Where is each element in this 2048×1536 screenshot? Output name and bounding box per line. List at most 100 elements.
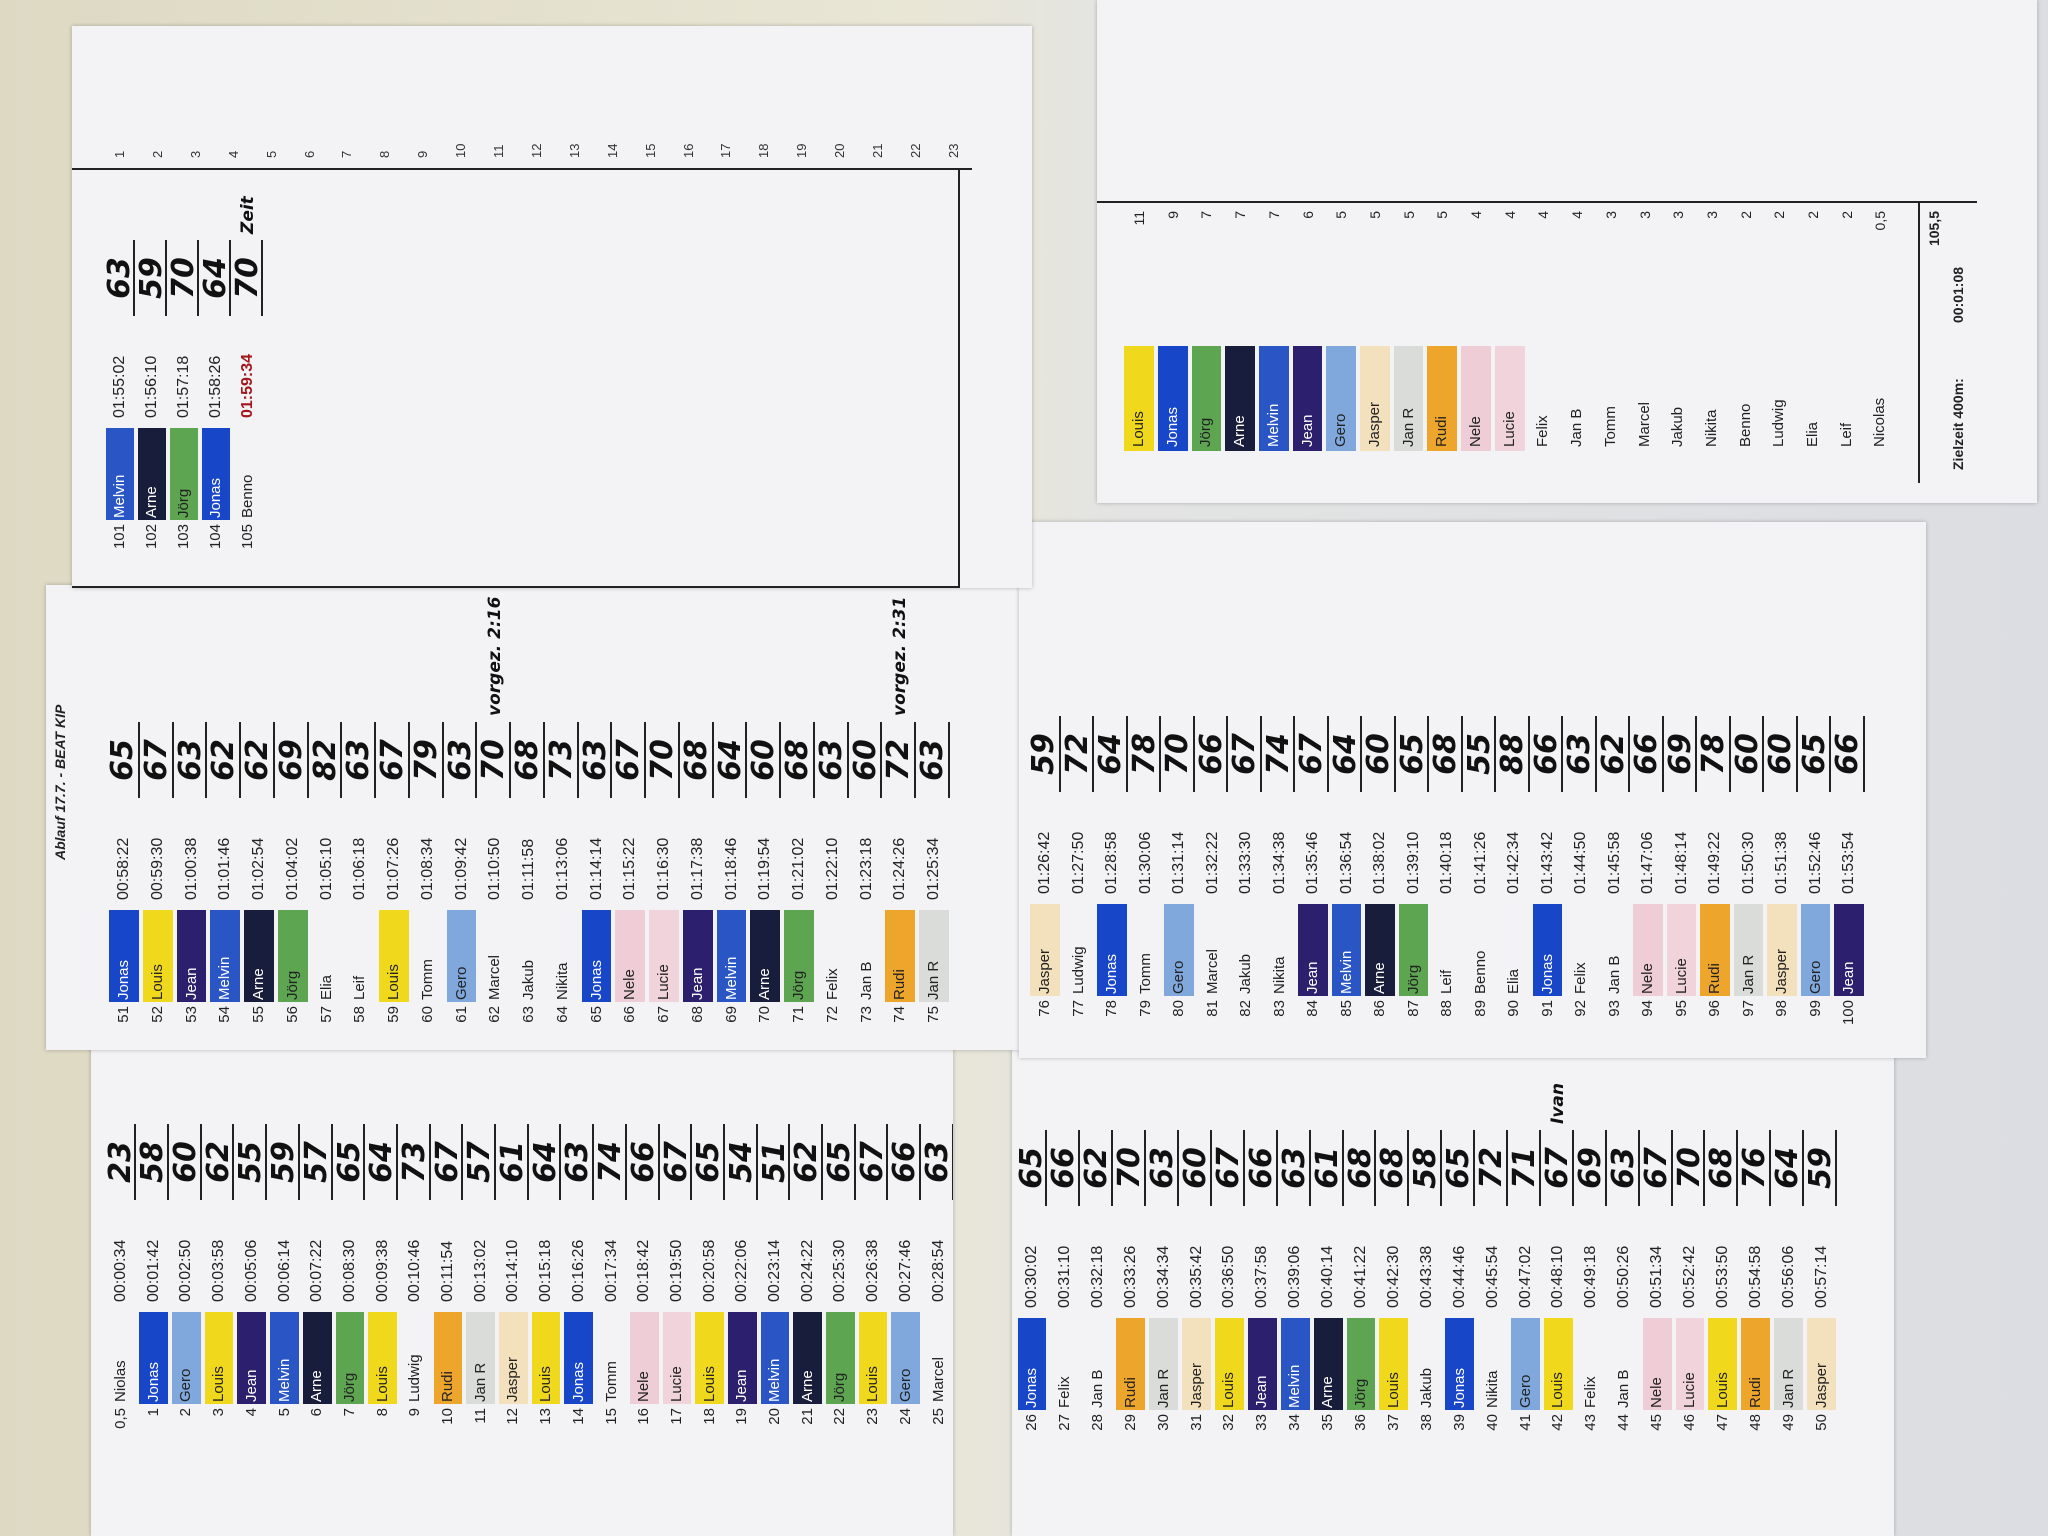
lap-time: 01:32:22: [1203, 831, 1221, 894]
lap-number: 60: [418, 1006, 436, 1023]
lap-time: 00:16:26: [569, 1239, 587, 1302]
lap-count: 4: [1535, 211, 1552, 219]
lap-time: 00:07:22: [308, 1239, 326, 1302]
lap-number: 24: [896, 1408, 914, 1425]
runner-name: Lucie: [667, 1366, 685, 1402]
lap-number: 71: [790, 1006, 807, 1023]
runner-name: Jasper: [1036, 948, 1053, 994]
lap-number: 74: [891, 1006, 909, 1023]
lap-number: 86: [1371, 1000, 1388, 1017]
lap-time: 01:39:10: [1404, 831, 1422, 894]
runner-name: Tomm: [1136, 953, 1154, 994]
lap-number: 78: [1103, 1000, 1120, 1017]
lap-number: 79: [1136, 1000, 1154, 1017]
handwritten-time: 88: [1495, 716, 1530, 792]
runner-name: Jasper: [504, 1356, 522, 1402]
handwritten-time: 74: [593, 1124, 628, 1200]
handwritten-time: 63: [102, 240, 137, 316]
lap-time: 01:18:46: [722, 837, 740, 900]
handwritten-time: 65: [822, 1124, 857, 1200]
lap-number: 95: [1672, 1000, 1690, 1017]
sheet-content: 76 Jasper 01:26:42 59 77 Ludwig 01:27:50 72 78 Jo…: [1019, 522, 1926, 1058]
lap-number: 48: [1746, 1414, 1764, 1431]
column-rule: [72, 168, 972, 170]
lap-time: 01:17:38: [688, 837, 706, 900]
lap-time: 00:37:58: [1253, 1245, 1271, 1308]
lap-number: 41: [1516, 1414, 1534, 1431]
lap-time: 01:08:34: [418, 837, 436, 900]
lap-number: 32: [1220, 1414, 1238, 1431]
lap-number: 82: [1237, 1000, 1254, 1017]
lap-time: 01:41:26: [1471, 831, 1489, 894]
lap-number: 69: [722, 1006, 740, 1023]
handwritten-time: 64: [198, 240, 233, 316]
lap-number: 66: [621, 1006, 639, 1023]
runner-name: Melvin: [216, 956, 234, 1000]
handwritten-time: 63: [578, 722, 613, 798]
lap-time: 01:30:06: [1136, 831, 1154, 894]
runner-name: Nicolas: [1871, 397, 1889, 447]
handwritten-time: 67: [1639, 1130, 1674, 1206]
lap-time: 01:21:02: [790, 837, 807, 900]
total: 105,5: [1926, 211, 1943, 247]
runner-name: Nikita: [1270, 956, 1288, 994]
handwritten-time: 64: [528, 1124, 563, 1200]
handwritten-time: 64: [364, 1124, 399, 1200]
lap-number: 91: [1538, 1000, 1556, 1017]
runner-name: Felix: [1572, 962, 1589, 994]
runner-name: Jan B: [857, 961, 875, 1000]
line-number: 2: [149, 150, 165, 158]
handwritten-time: 67: [855, 1124, 890, 1200]
handwritten-time: 58: [135, 1124, 170, 1200]
runner-name: Jakub: [1417, 1367, 1435, 1408]
lap-sheet: 51 Jonas 00:58:22 65 52 Louis 00:59:30 67 53 Jean…: [46, 585, 1020, 1050]
handwritten-time: 59: [1026, 716, 1061, 792]
lap-time: 00:54:58: [1746, 1245, 1764, 1308]
line-number: 4: [225, 150, 241, 158]
lap-number: 52: [148, 1006, 166, 1023]
lap-time: 00:40:14: [1319, 1245, 1337, 1308]
lap-number: 18: [700, 1408, 718, 1425]
handwritten-time: 67: [139, 722, 174, 798]
runner-name: Nikita: [553, 962, 571, 1000]
lap-number: 59: [385, 1006, 402, 1023]
lap-number: 12: [504, 1408, 522, 1425]
lap-time: 00:32:18: [1088, 1245, 1106, 1308]
handwritten-time: 66: [626, 1124, 661, 1200]
lap-number: 76: [1036, 1000, 1053, 1017]
lap-number: 56: [283, 1006, 301, 1023]
line-number: 22: [907, 143, 923, 158]
lap-time: 01:26:42: [1036, 831, 1053, 894]
runner-name: Melvin: [766, 1358, 783, 1402]
lap-time: 00:28:54: [929, 1239, 947, 1302]
runner-name: Benno: [1471, 950, 1489, 994]
handwritten-time: 65: [332, 1124, 367, 1200]
handwritten-note: Zeit: [238, 196, 258, 234]
handwritten-time: 65: [105, 722, 140, 798]
handwritten-time: 62: [240, 722, 275, 798]
runner-name: Jörg: [1404, 964, 1422, 994]
handwritten-time: 68: [1343, 1130, 1378, 1206]
lap-time: 01:53:54: [1840, 831, 1857, 894]
handwritten-time: 61: [495, 1124, 530, 1200]
handwritten-time: 59: [266, 1124, 301, 1200]
handwritten-time: 63: [560, 1124, 595, 1200]
handwritten-time: 66: [1046, 1130, 1081, 1206]
header-rule: [1097, 201, 1977, 203]
lap-number: 35: [1319, 1414, 1337, 1431]
lap-number: 101: [111, 524, 128, 550]
runner-name: Jasper: [1812, 1362, 1830, 1408]
line-number: 5: [263, 150, 279, 158]
lap-time: 01:42:34: [1505, 831, 1522, 894]
handwritten-time: 58: [1408, 1130, 1443, 1206]
runner-name: Arne: [1319, 1376, 1337, 1408]
runner-name: Elia: [1804, 421, 1821, 447]
runner-name: Louis: [1130, 411, 1147, 447]
runner-name: Jan R: [925, 960, 942, 1000]
handwritten-time: 67: [611, 722, 646, 798]
lap-number: 20: [766, 1408, 783, 1425]
handwritten-time: 67: [1227, 716, 1262, 792]
lap-number: 26: [1023, 1414, 1040, 1431]
runner-name: Gero: [1806, 960, 1824, 994]
